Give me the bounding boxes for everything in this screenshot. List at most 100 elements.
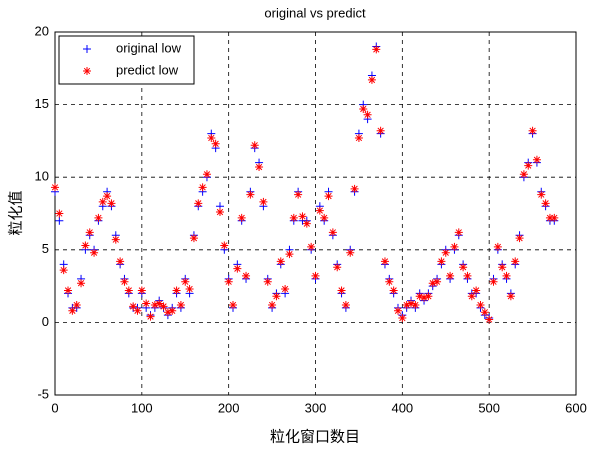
data-point	[524, 161, 533, 170]
data-point	[111, 235, 120, 244]
data-point	[402, 300, 411, 309]
data-point	[467, 292, 476, 301]
data-point	[489, 277, 498, 286]
data-point	[163, 308, 172, 317]
data-point	[393, 306, 402, 315]
data-point	[476, 300, 485, 309]
data-point	[385, 277, 394, 286]
data-point	[98, 197, 107, 206]
legend-label: original low	[116, 40, 182, 55]
data-point	[398, 314, 407, 323]
data-point	[380, 257, 389, 266]
data-point	[446, 271, 455, 280]
data-point	[281, 285, 290, 294]
data-point	[346, 248, 355, 257]
data-point	[376, 126, 385, 135]
data-point	[268, 300, 277, 309]
y-tick-label: -5	[37, 386, 49, 401]
data-point	[415, 292, 424, 301]
data-point	[459, 263, 468, 272]
data-point	[550, 213, 559, 222]
data-point	[441, 248, 450, 257]
y-tick-label: 10	[35, 169, 49, 184]
data-point	[137, 286, 146, 295]
data-point	[211, 139, 220, 148]
y-axis-label: 粒化值	[7, 190, 25, 235]
data-point	[289, 213, 298, 222]
data-point	[233, 264, 242, 273]
data-point	[354, 133, 363, 142]
data-point	[85, 228, 94, 237]
data-point	[428, 279, 437, 288]
data-point	[202, 170, 211, 179]
data-point	[320, 213, 329, 222]
data-point	[246, 190, 255, 199]
data-point	[116, 257, 125, 266]
data-point	[168, 306, 177, 315]
data-point	[259, 197, 268, 206]
data-point	[515, 234, 524, 243]
data-point	[498, 263, 507, 272]
data-point	[146, 312, 155, 321]
data-point	[181, 277, 190, 286]
data-point	[198, 183, 207, 192]
data-point	[532, 155, 541, 164]
data-point	[242, 271, 251, 280]
y-tick-label: 5	[42, 241, 49, 256]
x-tick-label: 0	[51, 400, 58, 415]
data-point	[511, 257, 520, 266]
data-point	[120, 277, 129, 286]
data-point	[294, 190, 303, 199]
data-point	[463, 271, 472, 280]
data-point	[272, 292, 281, 301]
data-point	[454, 228, 463, 237]
data-point	[302, 219, 311, 228]
data-point	[285, 250, 294, 259]
data-point	[250, 141, 259, 150]
data-point	[337, 286, 346, 295]
data-point	[55, 216, 64, 225]
data-point	[411, 300, 420, 309]
data-point	[480, 308, 489, 317]
data-point	[94, 213, 103, 222]
data-point	[263, 277, 272, 286]
data-point	[255, 163, 264, 172]
x-tick-label: 200	[218, 400, 240, 415]
data-point	[224, 277, 233, 286]
data-point	[64, 286, 73, 295]
data-point	[220, 241, 229, 250]
legend-box	[58, 35, 195, 85]
data-point	[341, 300, 350, 309]
data-point	[215, 208, 224, 217]
data-point	[485, 315, 494, 324]
data-point	[55, 209, 64, 218]
data-point	[333, 263, 342, 272]
data-point	[159, 302, 168, 311]
data-point	[72, 300, 81, 309]
x-tick-label: 600	[565, 400, 587, 415]
data-point	[90, 248, 99, 257]
data-point	[424, 292, 433, 301]
data-point	[545, 213, 554, 222]
data-point	[420, 293, 429, 302]
data-point	[433, 277, 442, 286]
data-point	[367, 75, 376, 84]
data-point	[142, 299, 151, 308]
data-point	[472, 286, 481, 295]
data-point	[81, 241, 90, 250]
y-tick-label: 15	[35, 96, 49, 111]
data-point	[359, 104, 368, 113]
data-point	[229, 300, 238, 309]
data-point	[129, 302, 138, 311]
data-point	[107, 199, 116, 208]
data-point	[155, 299, 164, 308]
data-point	[311, 271, 320, 280]
data-point	[324, 192, 333, 201]
data-point	[194, 199, 203, 208]
data-point	[541, 199, 550, 208]
data-point	[124, 286, 133, 295]
data-point	[298, 212, 307, 221]
data-point	[437, 257, 446, 266]
data-point	[506, 292, 515, 301]
